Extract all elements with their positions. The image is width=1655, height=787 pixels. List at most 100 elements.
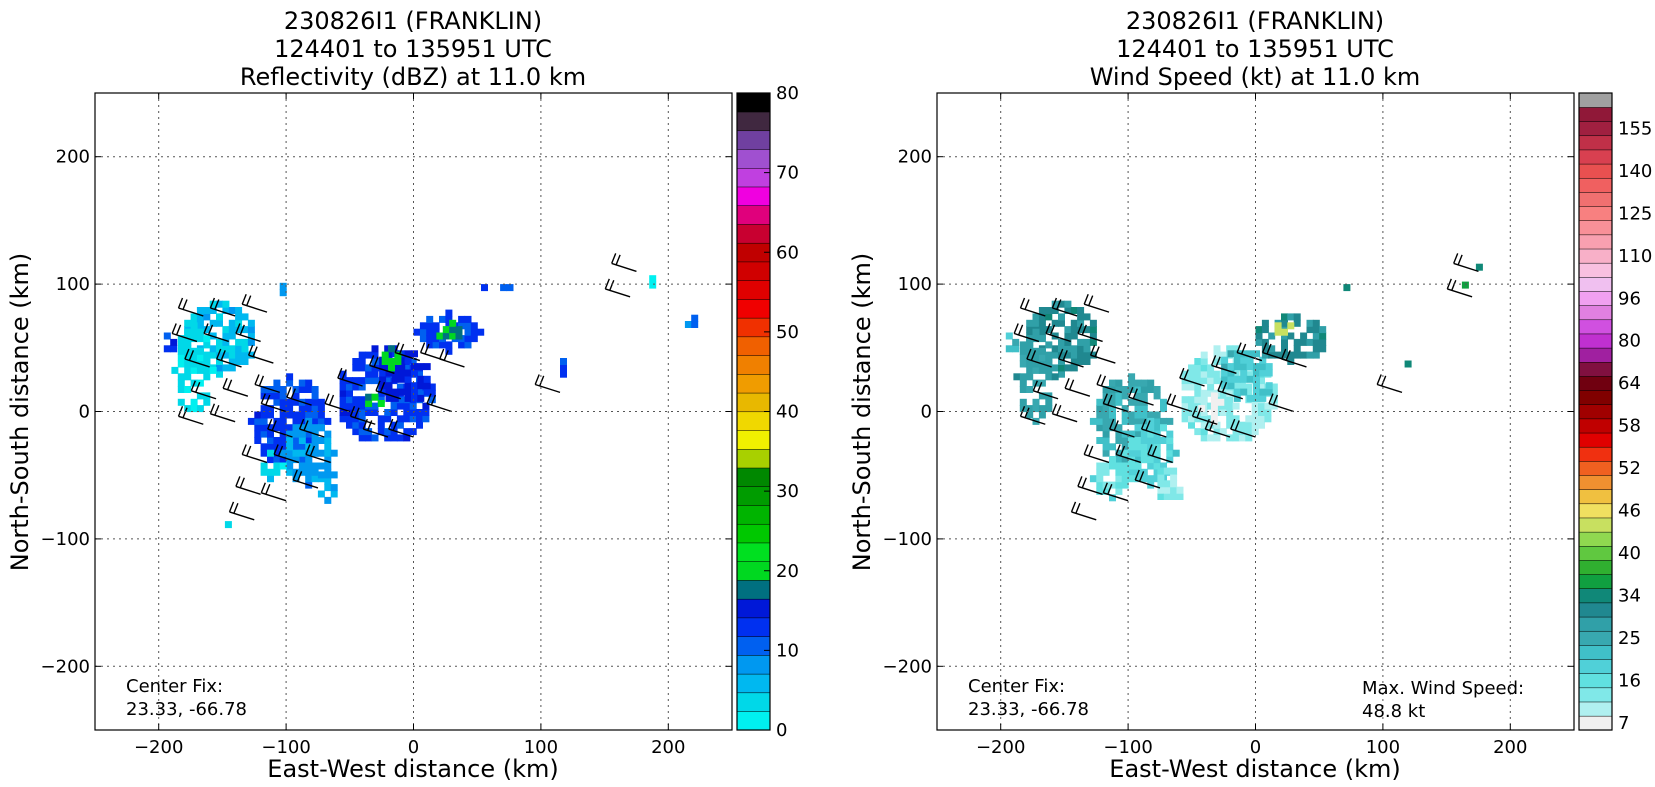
echo-cell xyxy=(404,388,412,396)
wind-barb xyxy=(209,403,236,423)
echo-cell xyxy=(1115,481,1123,489)
echo-cell xyxy=(1181,377,1189,385)
echo-cell xyxy=(273,449,281,457)
echo-cell xyxy=(1293,319,1301,327)
echo-cell xyxy=(1188,364,1195,372)
wind-barb xyxy=(1210,355,1237,374)
echo-cell xyxy=(352,415,360,423)
echo-cell xyxy=(409,358,417,365)
echo-cell xyxy=(235,319,243,327)
wind-barb xyxy=(1166,393,1193,413)
echo-cell xyxy=(317,411,325,419)
echo-cell xyxy=(1083,338,1091,346)
echo-cell xyxy=(1312,326,1320,334)
echo-cell xyxy=(1246,350,1254,358)
echo-cell xyxy=(1163,467,1171,475)
echo-cell xyxy=(1102,424,1110,432)
x-tick-label: −200 xyxy=(976,737,1025,758)
echo-cell xyxy=(1232,428,1240,436)
echo-cell xyxy=(292,437,300,444)
echo-cell xyxy=(177,341,185,349)
echo-cell xyxy=(324,437,332,444)
echo-cell xyxy=(411,350,418,358)
echo-cell xyxy=(184,328,192,336)
echo-cell xyxy=(311,411,319,419)
echo-cell xyxy=(413,328,421,336)
echo-cell xyxy=(419,322,427,330)
echo-cell xyxy=(1026,386,1034,393)
echo-region xyxy=(317,471,338,504)
echo-cell xyxy=(352,358,360,365)
echo-cell xyxy=(1226,415,1234,423)
echo-cell xyxy=(352,409,360,416)
colorbar-segment xyxy=(1578,262,1613,278)
echo-cell xyxy=(216,338,223,346)
echo-cell xyxy=(1070,326,1078,334)
echo-cell xyxy=(184,319,192,327)
echo-cell xyxy=(228,351,236,359)
echo-cell xyxy=(1153,443,1161,451)
echo-cell xyxy=(1045,313,1053,321)
colorbar-tick-label: 58 xyxy=(1618,416,1641,437)
echo-cell xyxy=(1259,369,1267,377)
wind-barb xyxy=(216,348,242,368)
echo-cell xyxy=(324,477,332,485)
echo-cell xyxy=(404,356,412,364)
echo-cell xyxy=(273,386,281,393)
echo-cell xyxy=(1160,462,1167,470)
echo-cell xyxy=(464,335,472,343)
echo-cell xyxy=(305,405,313,413)
echo-cell xyxy=(196,347,204,355)
echo-cell xyxy=(292,398,300,406)
echo-cell xyxy=(1253,369,1260,377)
colorbar-tick-label: 34 xyxy=(1618,586,1641,607)
echo-cell xyxy=(1188,370,1195,378)
echo-cell xyxy=(1232,402,1240,410)
echo-cell xyxy=(286,424,294,432)
echo-cell xyxy=(317,449,325,457)
echo-cell xyxy=(184,373,192,381)
echo-cell xyxy=(464,322,472,330)
colorbar-segment xyxy=(1578,205,1613,221)
echo-cell xyxy=(1134,379,1142,387)
colorbar-segment xyxy=(1578,460,1613,476)
echo-cell xyxy=(365,364,373,372)
echo-cell xyxy=(352,396,360,404)
echo-cell xyxy=(1089,417,1097,425)
echo-cell xyxy=(436,332,444,340)
echo-cell xyxy=(352,402,360,410)
colorbar-segment xyxy=(1578,92,1613,108)
wind-barb xyxy=(1064,378,1091,397)
echo-cell xyxy=(267,456,274,464)
echo-cell xyxy=(1170,493,1178,500)
echo-cell xyxy=(1166,437,1174,444)
echo-cell xyxy=(286,373,294,381)
data-field xyxy=(1005,263,1483,502)
echo-cell xyxy=(1096,398,1104,406)
echo-cell xyxy=(1083,358,1091,365)
echo-cell xyxy=(298,411,306,419)
echo-cell xyxy=(190,335,198,343)
echo-cell xyxy=(1064,364,1072,372)
wind-barb xyxy=(190,380,217,400)
echo-cell xyxy=(339,383,347,391)
echo-cell xyxy=(286,398,294,406)
echo-cell xyxy=(385,350,393,358)
echo-cell xyxy=(1032,319,1040,327)
wind-ylabel: North-South distance (km) xyxy=(848,253,876,572)
echo-cell xyxy=(1219,402,1227,410)
wind-barb xyxy=(534,374,561,394)
echo-cell xyxy=(1045,373,1053,381)
colorbar-segment xyxy=(1578,347,1613,363)
echo-cell xyxy=(1102,386,1110,393)
echo-cell xyxy=(1032,360,1040,368)
echo-cell xyxy=(203,326,211,334)
echo-cell xyxy=(1219,389,1227,397)
echo-cell xyxy=(1163,493,1171,500)
colorbar-segment xyxy=(736,111,771,132)
echo-cell xyxy=(203,335,211,343)
echo-cell xyxy=(1166,417,1174,425)
colorbar-segment xyxy=(1578,517,1613,533)
wind-plot-area: −200 −100 0 100 200 −200 −100 0 100 200 xyxy=(883,92,1575,758)
colorbar-segment xyxy=(1578,276,1613,292)
